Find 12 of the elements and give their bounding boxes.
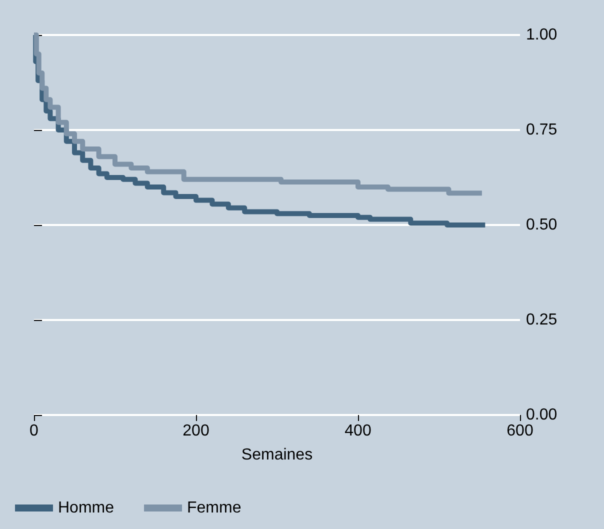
y-tick-label: 0.00 bbox=[526, 406, 558, 424]
x-axis-title: Semaines bbox=[241, 446, 313, 464]
y-tick-label: 1.00 bbox=[526, 26, 558, 44]
legend-label: Femme bbox=[187, 500, 242, 516]
x-tick-label: 0 bbox=[30, 422, 39, 440]
y-tick-label: 0.25 bbox=[526, 312, 558, 328]
x-tick-label: 600 bbox=[506, 422, 534, 440]
legend-label: Homme bbox=[58, 500, 114, 516]
x-tick-label: 400 bbox=[344, 422, 372, 440]
y-tick-label: 0.50 bbox=[526, 216, 558, 234]
y-tick-label: 0.75 bbox=[526, 122, 558, 138]
x-tick-label: 200 bbox=[182, 422, 210, 440]
